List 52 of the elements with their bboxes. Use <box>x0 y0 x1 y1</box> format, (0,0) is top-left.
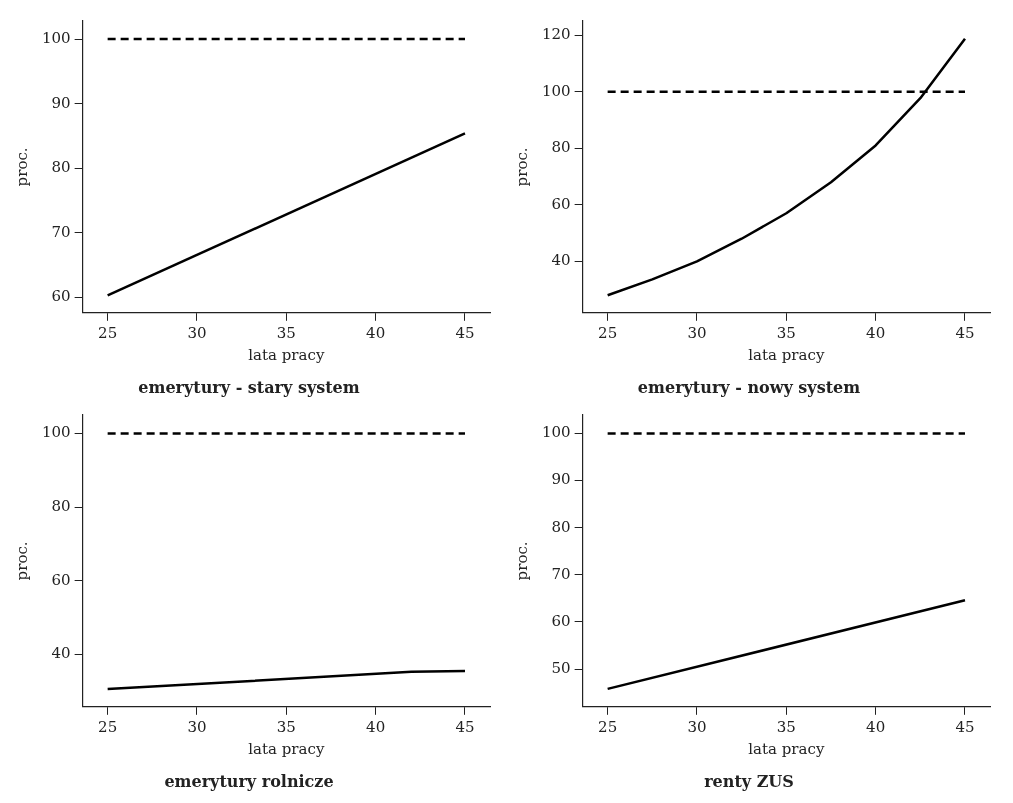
x-tick-label: 35 <box>776 323 796 342</box>
y-tick-label: 80 <box>51 158 71 177</box>
x-tick-label: 45 <box>955 323 975 342</box>
x-tick-label: 45 <box>455 323 475 342</box>
x-tick-label: 25 <box>598 717 618 736</box>
x-tick-label: 35 <box>276 717 296 736</box>
y-tick-label: 100 <box>41 28 71 47</box>
y-tick-label: 100 <box>41 423 71 442</box>
x-tick-label: 25 <box>98 323 118 342</box>
text: emerytury - stary system <box>138 377 360 397</box>
y-tick-label: 60 <box>551 611 571 630</box>
y-axis-title: proc. <box>512 541 531 581</box>
x-tick-label: 45 <box>455 717 475 736</box>
x-axis-title: lata pracy <box>248 739 325 758</box>
y-tick-label: 80 <box>551 517 571 536</box>
x-tick-label: 25 <box>98 717 118 736</box>
x-tick-label: 35 <box>776 717 796 736</box>
x-tick-label: 40 <box>866 717 886 736</box>
x-axis-title: lata pracy <box>248 345 325 364</box>
x-tick-label: 45 <box>955 717 975 736</box>
y-tick-label: 60 <box>51 570 71 589</box>
y-axis-title: proc. <box>12 147 31 187</box>
y-tick-label: 120 <box>541 25 571 44</box>
x-tick-label: 30 <box>187 323 207 342</box>
y-tick-label: 90 <box>551 470 571 489</box>
x-tick-label: 30 <box>187 717 207 736</box>
x-tick-label: 40 <box>866 323 886 342</box>
y-tick-label: 80 <box>51 497 71 515</box>
y-tick-label: 40 <box>51 644 71 663</box>
x-tick-label: 40 <box>366 323 386 342</box>
y-tick-label: 90 <box>51 93 71 112</box>
text: renty ZUS <box>704 771 794 791</box>
y-axis-title: proc. <box>512 147 531 187</box>
y-tick-label: 100 <box>541 81 571 100</box>
y-tick-label: 50 <box>551 658 571 677</box>
y-tick-label: 60 <box>51 287 71 306</box>
text: emerytury - nowy system <box>637 377 861 397</box>
y-tick-label: 70 <box>551 564 571 583</box>
y-tick-label: 40 <box>551 251 571 270</box>
x-tick-label: 30 <box>687 717 707 736</box>
x-tick-label: 40 <box>366 717 386 736</box>
x-axis-title: lata pracy <box>748 739 825 758</box>
x-tick-label: 35 <box>276 323 296 342</box>
x-tick-label: 25 <box>598 323 618 342</box>
x-axis-title: lata pracy <box>748 345 825 364</box>
y-tick-label: 80 <box>551 138 571 157</box>
y-axis-title: proc. <box>12 541 31 581</box>
y-tick-label: 70 <box>51 222 71 241</box>
y-tick-label: 100 <box>541 423 571 442</box>
x-tick-label: 30 <box>687 323 707 342</box>
y-tick-label: 60 <box>551 194 571 213</box>
text: emerytury rolnicze <box>164 771 334 791</box>
